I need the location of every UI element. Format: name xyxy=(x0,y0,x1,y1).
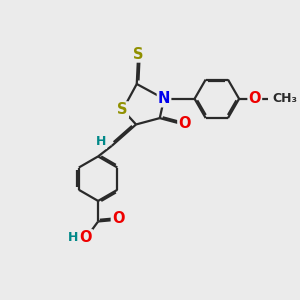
Text: S: S xyxy=(117,102,128,117)
Text: O: O xyxy=(178,116,191,131)
Text: O: O xyxy=(248,91,261,106)
Text: O: O xyxy=(112,211,124,226)
Text: N: N xyxy=(158,91,170,106)
Text: CH₃: CH₃ xyxy=(272,92,298,105)
Text: H: H xyxy=(68,231,79,244)
Text: S: S xyxy=(133,46,143,62)
Text: O: O xyxy=(80,230,92,245)
Text: H: H xyxy=(96,135,106,148)
